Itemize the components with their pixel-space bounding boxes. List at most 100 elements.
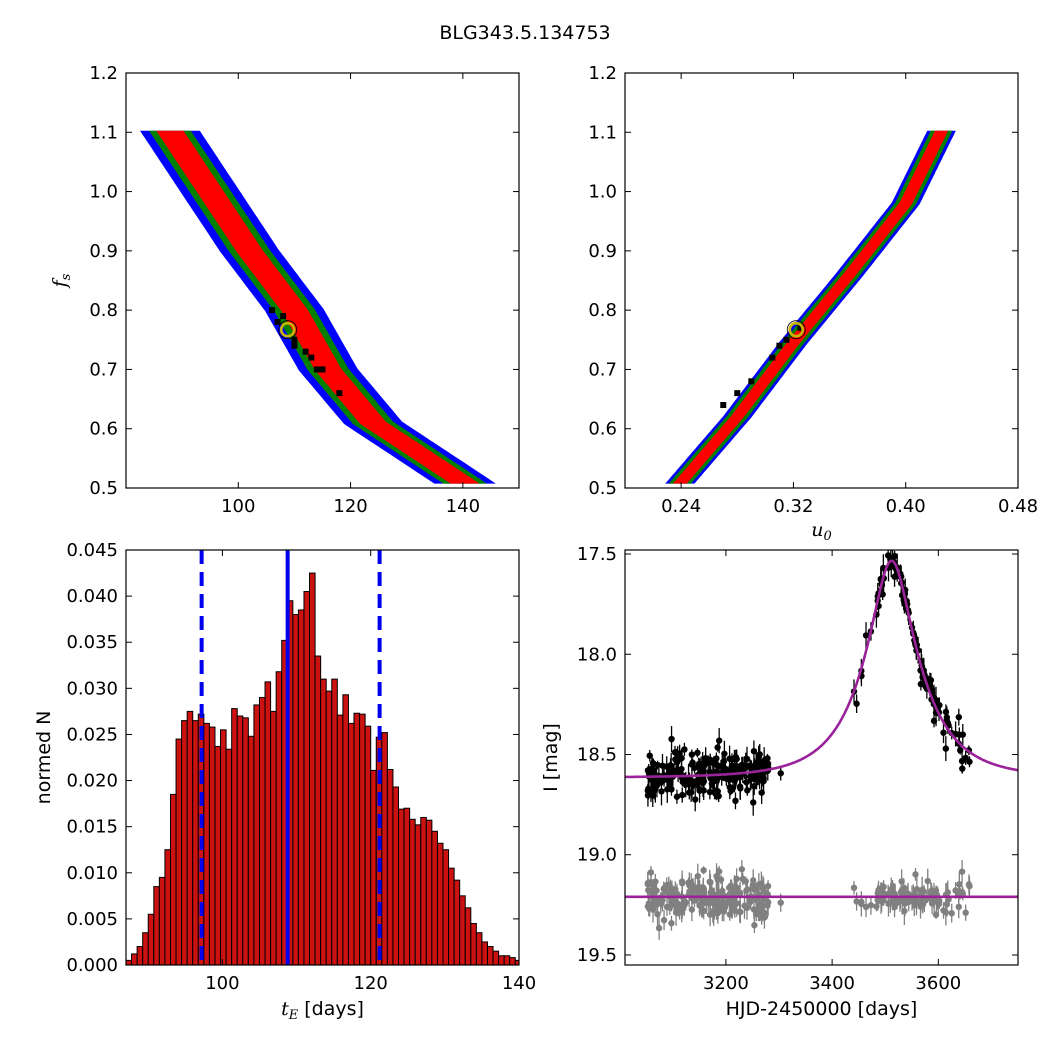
hist-bar (231, 708, 238, 965)
y-tick-label: 0.8 (89, 300, 118, 321)
hist-bar (392, 786, 400, 965)
x-axis-label: u0 (811, 519, 832, 544)
hist-bar (203, 722, 210, 965)
residual-point (888, 886, 895, 893)
photometry-point (943, 714, 951, 721)
residual-point (694, 872, 701, 880)
y-tick-label: 0.7 (89, 359, 118, 380)
residual-point (858, 898, 865, 906)
photometry-point (731, 755, 738, 763)
residual-point (654, 911, 661, 918)
hist-bar (164, 849, 171, 965)
x-tick-label: 140 (446, 496, 480, 517)
y-tick-label: 1.1 (89, 122, 118, 143)
hist-bar (192, 720, 199, 965)
hist-bar (475, 932, 483, 965)
residual-point (936, 897, 943, 905)
sample-point (291, 342, 298, 349)
x-tick-label: 120 (333, 496, 367, 517)
sample-point (319, 366, 326, 373)
residual-point (913, 885, 921, 893)
residual-point (719, 907, 726, 914)
photometry-point (673, 793, 681, 800)
x-tick-label: 3400 (809, 973, 855, 994)
residual-point (715, 868, 723, 875)
hist-bar (514, 959, 519, 965)
hist-bar (309, 572, 316, 965)
region-inner (672, 130, 949, 484)
panel-lightcurve: 3200 3400 3600 17.5 18.0 18.5 19.0 19.5 I [mag] H… (540, 544, 1019, 1020)
y-axis-label: fs (49, 273, 74, 289)
hist-bar (331, 678, 338, 965)
model-curve (625, 559, 1018, 779)
x-tick-label: 3600 (915, 973, 961, 994)
photometry-point (756, 751, 763, 758)
y-tick-label: 1.0 (89, 182, 118, 203)
axes-frame-0 (125, 72, 520, 489)
photometry-point (729, 774, 736, 781)
plot-area-1 (665, 130, 956, 484)
figure-title: BLG343.5.134753 (439, 22, 611, 44)
y-tick-label: 0.045 (66, 540, 118, 561)
residual-point (862, 903, 870, 911)
y-tick-label: 1.1 (588, 122, 617, 143)
photometry-point (658, 788, 665, 795)
residual-point (751, 922, 758, 929)
x-tick-label: 3200 (703, 973, 749, 994)
hist-bar (158, 876, 166, 965)
y-tick-label: 0.025 (66, 724, 118, 745)
hist-bar (208, 726, 216, 965)
hist-bar (386, 768, 394, 965)
photometry-point (646, 752, 653, 759)
y-tick-label: 19.0 (577, 845, 617, 866)
y-tick-label: 1.2 (89, 63, 118, 84)
photometry-point (652, 785, 659, 793)
y-tick-label: 18.5 (577, 744, 617, 765)
photometry-point (692, 796, 699, 803)
photometry-point (955, 713, 963, 721)
sample-point (308, 354, 315, 361)
hist-bar (153, 886, 160, 965)
residual-point (850, 884, 858, 892)
hist-bar (492, 950, 500, 965)
residual-point (736, 890, 744, 898)
panel-tE_hist: 100 120 140 0.000 0.005 0.010 0.015 0.020 0.025 0… (33, 540, 536, 1023)
residual-point (737, 908, 744, 916)
residual-point (655, 924, 663, 932)
best-fit-marker-outline (786, 320, 806, 340)
residual-point (867, 902, 875, 909)
hist-bar (181, 720, 188, 965)
residual-point (777, 899, 784, 906)
residual-point (714, 876, 721, 883)
x-tick-label: 100 (205, 973, 239, 994)
residual-point (688, 906, 696, 913)
residual-point (764, 882, 772, 890)
hist-bar (442, 849, 450, 965)
residual-point (965, 881, 973, 888)
photometry-point (707, 775, 714, 782)
hist-bar (131, 953, 138, 965)
residual-point (930, 897, 938, 904)
sample-point (769, 354, 776, 361)
axes-frame-1 (624, 72, 1019, 489)
y-tick-label: 0.8 (588, 300, 617, 321)
x-tick-label: 0.48 (998, 496, 1038, 517)
photometry-point (706, 788, 714, 796)
hist-bar (431, 830, 438, 965)
hist-bar (314, 655, 322, 965)
residual-point (750, 877, 757, 884)
axes-frame-2 (125, 549, 520, 966)
y-tick-label: 1.2 (588, 63, 617, 84)
residual-point (924, 877, 931, 885)
hist-bar (398, 808, 405, 965)
photometry-point (663, 776, 671, 783)
residual-point (909, 897, 917, 905)
sample-point (302, 348, 309, 355)
y-tick-label: 18.0 (577, 644, 617, 665)
hist-bar (453, 879, 461, 965)
photometry-point (737, 785, 744, 792)
hist-bar (464, 907, 472, 965)
residual-point (739, 875, 746, 883)
photometry-point (688, 751, 696, 758)
